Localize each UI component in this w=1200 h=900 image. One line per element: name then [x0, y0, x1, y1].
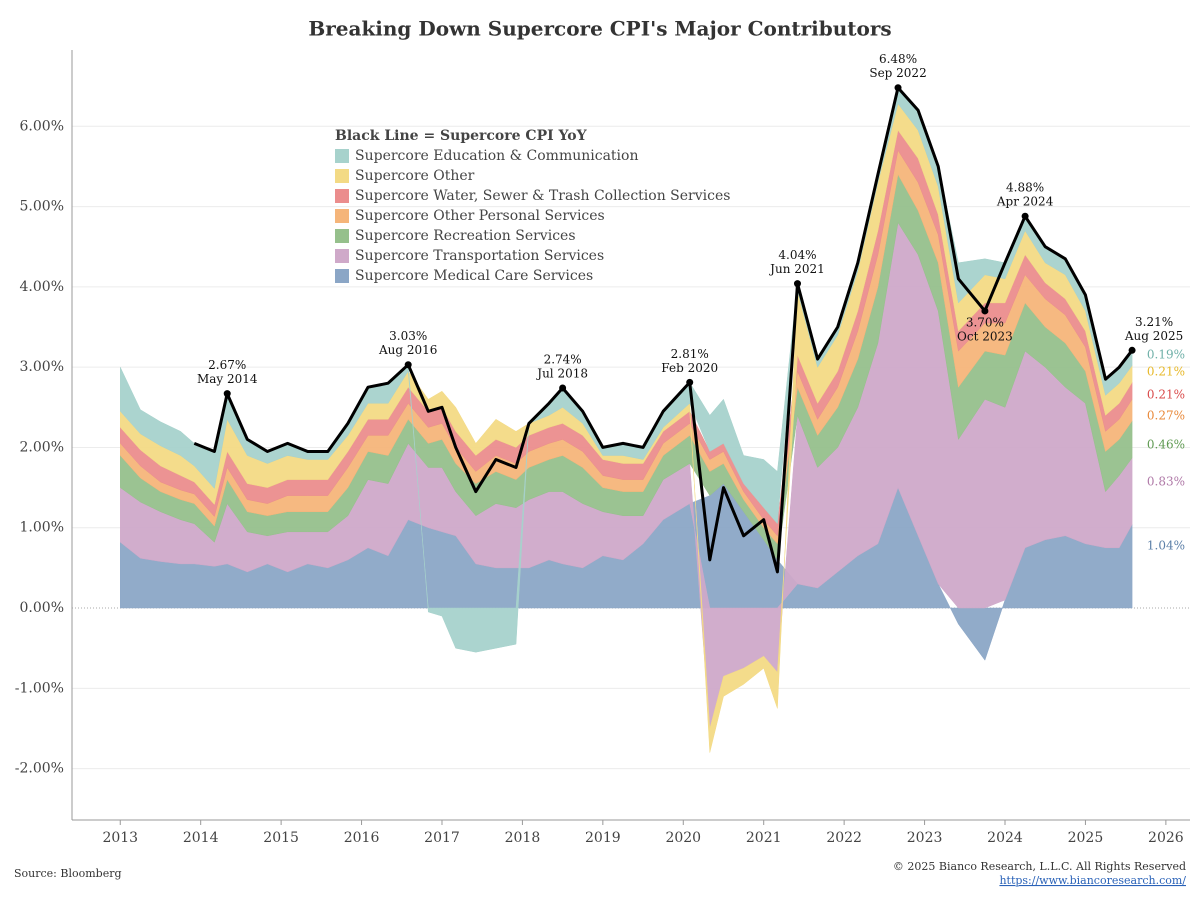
- legend-label: Supercore Medical Care Services: [355, 268, 593, 284]
- annotation-date: Jul 2018: [535, 367, 588, 381]
- y-tick-label: 0.00%: [20, 600, 64, 616]
- legend-swatch: [335, 229, 349, 243]
- x-tick-label: 2026: [1148, 830, 1184, 846]
- legend-label: Supercore Other Personal Services: [355, 208, 605, 224]
- end-label: 0.83%: [1147, 475, 1185, 489]
- copyright: © 2025 Bianco Research, L.L.C. All Right…: [893, 860, 1186, 873]
- url[interactable]: https://www.biancoresearch.com/: [999, 874, 1186, 887]
- x-tick-label: 2019: [585, 830, 621, 846]
- annotation-date: Sep 2022: [869, 66, 926, 80]
- line: [193, 86, 1134, 574]
- annotation-dot: [1021, 212, 1029, 220]
- x-tick-label: 2021: [746, 830, 782, 846]
- legend-label: Supercore Recreation Services: [355, 228, 576, 244]
- y-tick-label: -2.00%: [15, 761, 64, 777]
- annotation-value: 2.67%: [208, 358, 246, 372]
- end-label: 1.04%: [1147, 539, 1185, 553]
- annotation-value: 3.70%: [966, 315, 1004, 329]
- end-label: 0.46%: [1147, 438, 1185, 452]
- annotation-date: Oct 2023: [957, 329, 1013, 343]
- end-label: 0.21%: [1147, 365, 1185, 379]
- legend-swatch: [335, 269, 349, 283]
- annotation-value: 3.21%: [1135, 315, 1173, 329]
- annotation-date: Aug 2025: [1124, 329, 1183, 343]
- annotation-dot: [894, 84, 902, 92]
- annotation-value: 4.04%: [778, 248, 816, 262]
- x-tick-label: 2025: [1068, 830, 1104, 846]
- y-tick-label: -1.00%: [15, 680, 64, 696]
- legend-label: Supercore Other: [355, 168, 475, 184]
- x-tick-label: 2014: [183, 830, 219, 846]
- legend-swatch: [335, 169, 349, 183]
- annotation-date: May 2014: [197, 372, 258, 386]
- annotation-value: 3.03%: [389, 329, 427, 343]
- y-tick-label: 5.00%: [20, 199, 64, 215]
- x-tick-label: 2022: [826, 830, 862, 846]
- annotation-dot: [559, 384, 567, 392]
- annotation-dot: [223, 390, 231, 398]
- x-tick-label: 2018: [505, 830, 541, 846]
- x-tick-label: 2024: [987, 830, 1023, 846]
- legend-swatch: [335, 149, 349, 163]
- legend-swatch: [335, 209, 349, 223]
- source: Source: Bloomberg: [14, 867, 122, 880]
- annotation-date: Jun 2021: [768, 262, 825, 276]
- end-label: 0.21%: [1147, 388, 1185, 402]
- x-tick-label: 2023: [907, 830, 943, 846]
- x-tick-label: 2016: [344, 830, 380, 846]
- legend-swatch: [335, 249, 349, 263]
- overlay: 2.67%May 2014 3.03%Aug 2016 2.74%Jul 2018 2…: [193, 52, 1185, 574]
- x-tick-label: 2017: [424, 830, 460, 846]
- legend-label: Supercore Transportation Services: [355, 248, 604, 264]
- legend-swatch: [335, 189, 349, 203]
- chart-title: Breaking Down Supercore CPI's Major Cont…: [308, 17, 891, 41]
- annotation-dot: [404, 361, 412, 369]
- legend-label: Supercore Water, Sewer & Trash Collectio…: [355, 188, 730, 204]
- annotation-date: Aug 2016: [378, 343, 437, 357]
- y-tick-label: 6.00%: [20, 118, 64, 134]
- annotation-dot: [686, 378, 694, 386]
- annotation-date: Feb 2020: [661, 361, 718, 375]
- end-label: 0.27%: [1147, 409, 1185, 423]
- annotation-value: 4.88%: [1006, 181, 1044, 195]
- annotation-dot: [981, 307, 989, 315]
- annotation-dot: [1128, 346, 1136, 354]
- y-tick-label: 1.00%: [20, 520, 64, 536]
- x-tick-label: 2015: [263, 830, 299, 846]
- annotation-date: Apr 2024: [996, 195, 1054, 209]
- area: [120, 87, 1133, 653]
- x-tick-label: 2013: [102, 830, 138, 846]
- areas: [120, 87, 1133, 753]
- annotation-value: 2.81%: [671, 347, 709, 361]
- legend-label: Supercore Education & Communication: [355, 148, 638, 164]
- x-tick-label: 2020: [665, 830, 701, 846]
- legend-title: Black Line = Supercore CPI YoY: [335, 128, 588, 144]
- y-tick-label: 2.00%: [20, 439, 64, 455]
- y-tick-label: 3.00%: [20, 359, 64, 375]
- end-label: 0.19%: [1147, 348, 1185, 362]
- annotation-value: 6.48%: [879, 52, 917, 66]
- y-tick-label: 4.00%: [20, 279, 64, 295]
- annotation-dot: [793, 280, 801, 288]
- annotation-value: 2.74%: [544, 353, 582, 367]
